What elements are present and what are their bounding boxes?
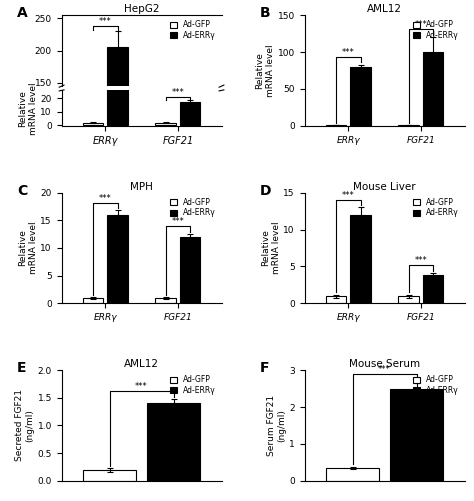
Legend: Ad-GFP, Ad-ERRγ: Ad-GFP, Ad-ERRγ xyxy=(168,374,218,396)
Text: ***: *** xyxy=(342,190,355,199)
Bar xyxy=(326,125,346,126)
Y-axis label: Relative
mRNA level: Relative mRNA level xyxy=(261,221,281,275)
Text: ***: *** xyxy=(342,48,355,57)
Text: C: C xyxy=(17,184,27,198)
Bar xyxy=(155,178,176,180)
Text: ***: *** xyxy=(378,365,391,374)
Bar xyxy=(180,237,201,304)
Bar xyxy=(155,123,176,125)
Bar xyxy=(326,468,379,481)
Text: B: B xyxy=(260,6,271,20)
Title: HepG2: HepG2 xyxy=(124,4,159,14)
Text: ***: *** xyxy=(415,21,427,30)
Bar xyxy=(326,296,346,304)
Bar xyxy=(398,296,419,304)
Title: AML12: AML12 xyxy=(124,359,159,369)
Text: ***: *** xyxy=(135,382,148,391)
Text: ***: *** xyxy=(415,257,427,266)
Title: Mouse Liver: Mouse Liver xyxy=(353,182,416,192)
Legend: Ad-GFP, Ad-ERRγ: Ad-GFP, Ad-ERRγ xyxy=(168,19,218,42)
Title: MPH: MPH xyxy=(130,182,153,192)
Bar xyxy=(108,215,128,304)
Y-axis label: Relative
mRNA level: Relative mRNA level xyxy=(18,82,37,134)
Text: ***: *** xyxy=(99,17,111,26)
Y-axis label: Relative
mRNA level: Relative mRNA level xyxy=(18,221,37,275)
Bar xyxy=(108,48,128,180)
Legend: Ad-GFP, Ad-ERRγ: Ad-GFP, Ad-ERRγ xyxy=(411,374,461,396)
Text: F: F xyxy=(260,361,269,375)
Bar xyxy=(180,103,201,125)
Bar xyxy=(83,470,136,481)
Bar xyxy=(155,298,176,304)
Text: ***: *** xyxy=(99,193,111,202)
Bar xyxy=(423,276,444,304)
Bar xyxy=(82,178,103,180)
Text: A: A xyxy=(17,7,27,21)
Y-axis label: Secreted FGF21
(ng/ml): Secreted FGF21 (ng/ml) xyxy=(15,389,35,461)
Bar xyxy=(82,123,103,125)
Title: AML12: AML12 xyxy=(367,4,402,14)
Bar xyxy=(350,215,371,304)
Y-axis label: Relative
mRNA level: Relative mRNA level xyxy=(255,44,275,97)
Bar xyxy=(390,388,443,481)
Text: ***: *** xyxy=(172,217,184,226)
Y-axis label: Serum FGF21
(ng/ml): Serum FGF21 (ng/ml) xyxy=(267,395,286,456)
Bar xyxy=(398,125,419,126)
Bar xyxy=(180,169,201,180)
Text: E: E xyxy=(17,361,27,375)
Text: D: D xyxy=(260,184,272,198)
Legend: Ad-GFP, Ad-ERRγ: Ad-GFP, Ad-ERRγ xyxy=(411,19,461,42)
Text: ***: *** xyxy=(172,88,184,97)
Legend: Ad-GFP, Ad-ERRγ: Ad-GFP, Ad-ERRγ xyxy=(168,196,218,219)
Legend: Ad-GFP, Ad-ERRγ: Ad-GFP, Ad-ERRγ xyxy=(411,196,461,219)
Title: Mouse Serum: Mouse Serum xyxy=(349,359,420,369)
Bar xyxy=(108,0,128,125)
Bar xyxy=(82,298,103,304)
Bar xyxy=(147,403,200,481)
Bar xyxy=(350,67,371,126)
Bar xyxy=(423,52,444,126)
